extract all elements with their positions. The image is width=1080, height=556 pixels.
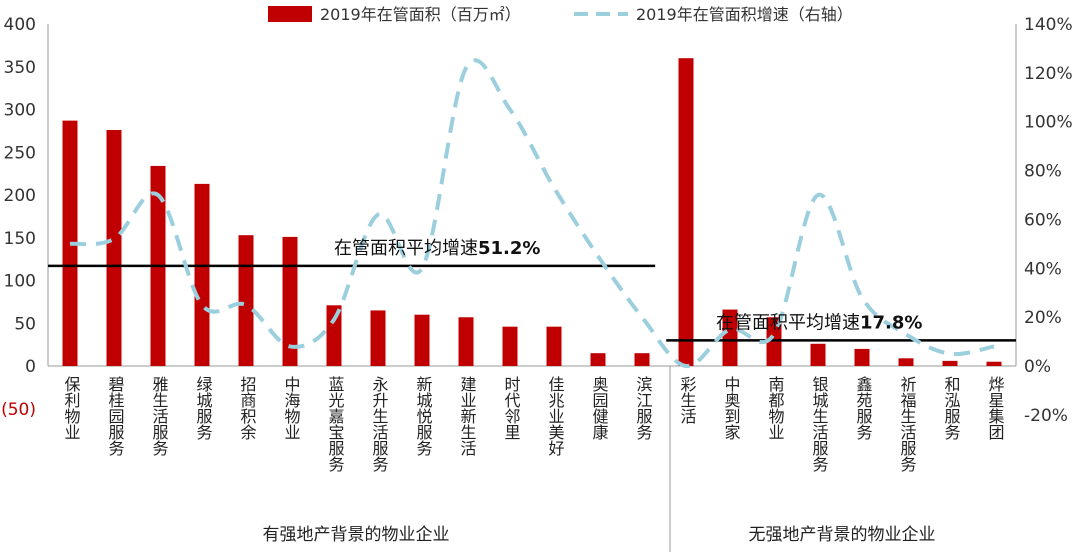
left-tick-label: 250 [4, 143, 36, 163]
category-label: 保利物业 [62, 376, 81, 440]
growth-line [69, 58, 995, 368]
bar [986, 361, 1002, 366]
annotations: 在管面积平均增速51.2%在管面积平均增速17.8% [334, 238, 922, 334]
bar [854, 348, 870, 366]
bar [106, 130, 122, 366]
category-label: 彩生活 [678, 376, 697, 424]
category-label: 碧桂园服务 [106, 376, 125, 457]
bar [458, 317, 474, 366]
category-label: 烨星集团 [986, 376, 1005, 440]
bar [282, 236, 298, 366]
bar [502, 326, 518, 366]
bar [942, 360, 958, 366]
right-tick-label: 20% [1024, 308, 1062, 328]
left-axis-ticks: (50) 0 50 100 150 200 250 300 350 400 [1, 15, 36, 420]
bar [722, 309, 738, 366]
average-growth-annotation: 在管面积平均增速17.8% [716, 312, 922, 333]
annotation-value: 51.2% [478, 238, 540, 259]
left-tick-label: 150 [4, 229, 36, 249]
bar [546, 326, 562, 366]
category-labels: 保利物业 碧桂园服务 雅生活服务 绿城服务 招商积余 中海物业 蓝光嘉宝服务 永升生活服务 新城… [62, 375, 1005, 473]
category-label: 银城生活服务 [810, 376, 829, 473]
category-label: 奥园健康 [590, 376, 609, 440]
average-growth-annotation: 在管面积平均增速51.2% [334, 238, 540, 259]
category-label: 中奥到家 [722, 376, 741, 440]
group-labels: 有强地产背景的物业企业 无强地产背景的物业企业 [263, 525, 936, 545]
right-tick-label: -20% [1024, 406, 1068, 426]
legend-bar-label: 2019年在管面积（百万㎡） [320, 5, 521, 24]
bar [414, 314, 430, 366]
category-label: 建业新生活 [458, 376, 477, 456]
right-tick-label: 80% [1024, 162, 1062, 182]
bar [678, 58, 694, 366]
category-label: 新城悦服务 [414, 376, 433, 457]
category-label: 祈福生活服务 [898, 376, 917, 473]
category-label: 中海物业 [282, 376, 301, 440]
category-label: 绿城服务 [194, 376, 213, 441]
bar [898, 358, 914, 366]
right-tick-label: 60% [1024, 210, 1062, 230]
category-label: 时代邻里 [502, 376, 521, 440]
left-tick-label: (50) [1, 400, 36, 420]
category-label: 招商积余 [238, 376, 257, 441]
average-lines [48, 264, 1016, 342]
left-tick-label: 0 [25, 357, 36, 377]
category-label: 佳兆业美好 [546, 376, 565, 457]
left-tick-label: 300 [4, 101, 36, 121]
category-label: 滨江服务 [634, 376, 653, 441]
group-label-strong: 有强地产背景的物业企业 [263, 525, 450, 545]
left-tick-label: 50 [14, 314, 36, 334]
right-tick-label: 140% [1024, 15, 1073, 35]
left-tick-label: 100 [4, 272, 36, 292]
category-label: 和泓服务 [942, 376, 961, 441]
annotation-prefix: 在管面积平均增速 [334, 238, 478, 259]
bar [634, 353, 650, 366]
bar [370, 310, 386, 366]
left-tick-label: 400 [4, 15, 36, 35]
category-label: 南都物业 [766, 376, 785, 440]
category-label: 蓝光嘉宝服务 [326, 376, 345, 473]
category-label: 永升生活服务 [370, 376, 389, 473]
bar [590, 353, 606, 366]
bar [194, 183, 210, 366]
legend-line-label: 2019年在管面积增速（右轴） [636, 5, 853, 24]
category-label: 鑫苑服务 [854, 375, 873, 441]
right-axis-ticks: -20% 0% 20% 40% 60% 80% 100% 120% 140% [1024, 15, 1073, 426]
right-tick-label: 0% [1024, 357, 1051, 377]
annotation-prefix: 在管面积平均增速 [716, 312, 860, 333]
group-label-weak: 无强地产背景的物业企业 [749, 525, 936, 545]
annotation-value: 17.8% [860, 312, 922, 333]
left-tick-label: 200 [4, 186, 36, 206]
category-label: 雅生活服务 [150, 376, 169, 457]
growth-line-series [69, 58, 995, 368]
legend-bar-swatch [268, 6, 312, 22]
right-tick-label: 120% [1024, 64, 1073, 84]
bar [810, 343, 826, 366]
bar [766, 317, 782, 366]
right-tick-label: 100% [1024, 113, 1073, 133]
plot-area: (50) 0 50 100 150 200 250 300 350 400 -20% 0% 20% 40… [1, 15, 1073, 552]
legend: 2019年在管面积（百万㎡） 2019年在管面积增速（右轴） [268, 5, 853, 24]
right-tick-label: 40% [1024, 259, 1062, 279]
bar [238, 235, 254, 366]
left-tick-label: 350 [4, 58, 36, 78]
bar [326, 305, 342, 366]
